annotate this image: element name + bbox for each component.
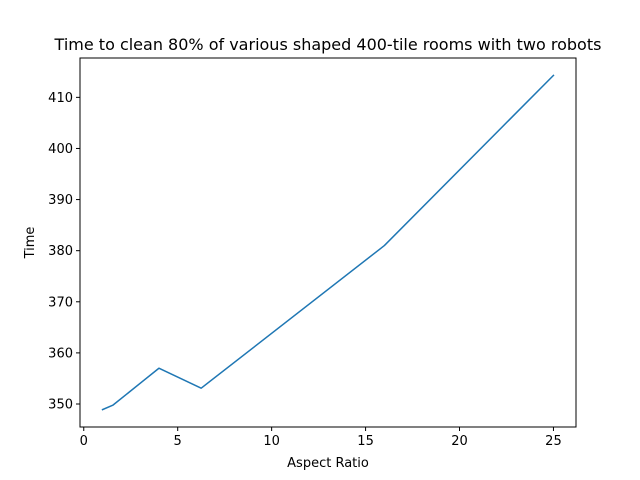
y-tick-label: 390 [48, 193, 73, 208]
plot-area [101, 74, 555, 411]
x-tick-label: 5 [174, 434, 182, 449]
x-tick-label: 10 [263, 434, 280, 449]
x-tick-label: 20 [451, 434, 468, 449]
y-tick-label: 400 [48, 142, 73, 157]
x-tick-label: 0 [80, 434, 88, 449]
x-tick-label: 25 [545, 434, 562, 449]
y-tick-label: 360 [48, 346, 73, 361]
y-tick-label: 370 [48, 295, 73, 310]
x-tick-label: 15 [357, 434, 374, 449]
chart-title: Time to clean 80% of various shaped 400-… [54, 35, 602, 54]
y-tick-label: 380 [48, 244, 73, 259]
x-axis-label: Aspect Ratio [287, 456, 369, 471]
x-axis: 0 5 10 15 20 25 [80, 427, 562, 449]
y-axis-label: Time [23, 227, 38, 260]
y-tick-label: 410 [48, 91, 73, 106]
plot-frame [79, 57, 577, 428]
y-tick-label: 350 [48, 398, 73, 413]
y-axis: 350 360 370 380 390 400 410 [48, 91, 80, 413]
series-line [101, 74, 555, 411]
